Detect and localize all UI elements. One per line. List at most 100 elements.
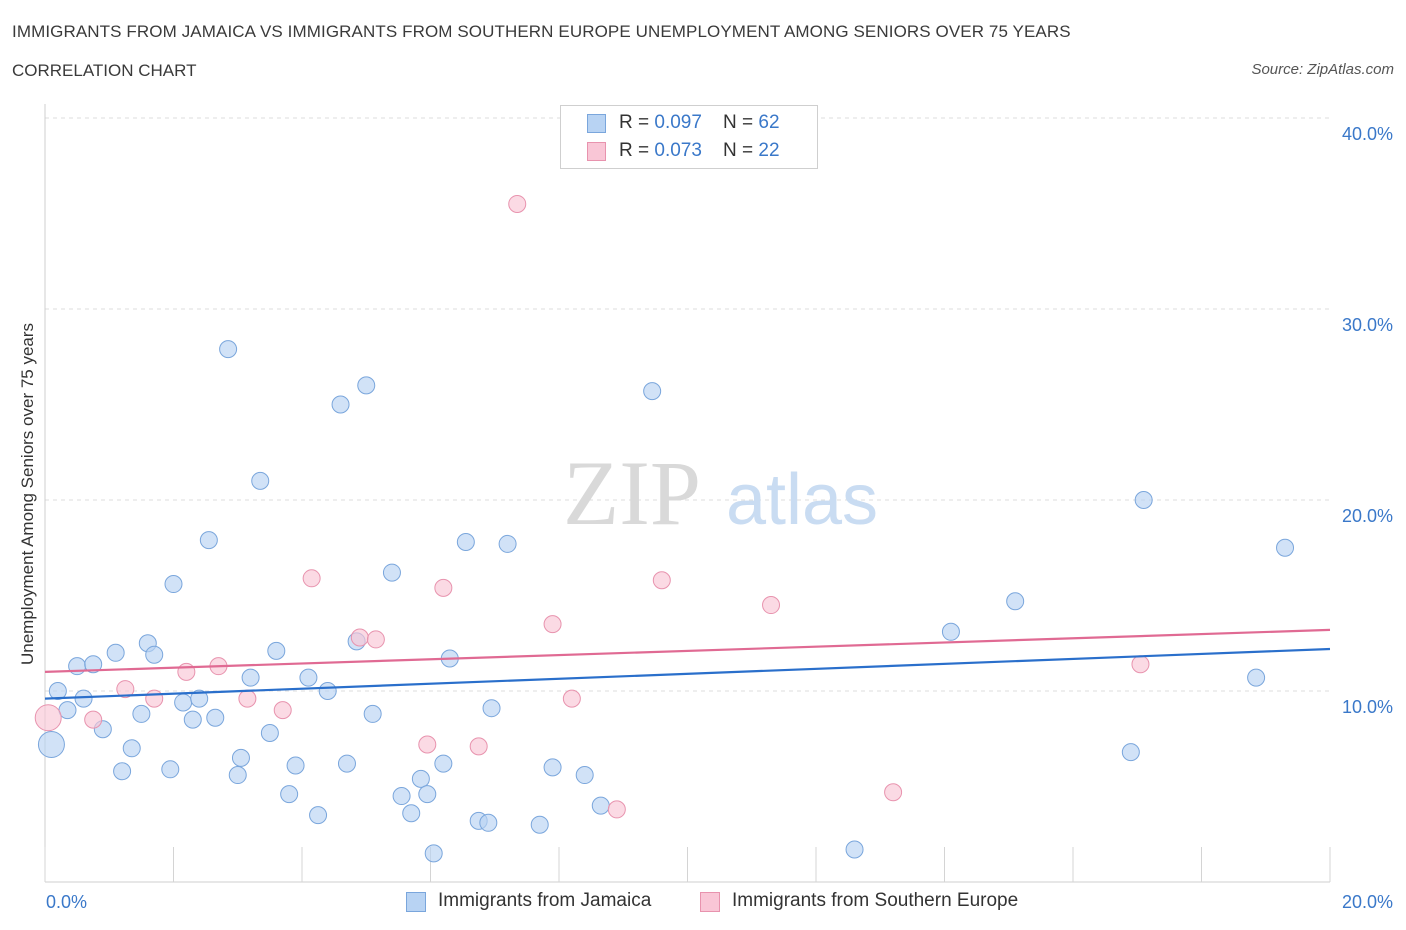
southern-europe-point-18 — [652, 571, 671, 590]
southern-europe-point-6 — [238, 689, 257, 708]
watermark-atlas: atlas — [726, 460, 878, 540]
southern-europe-point-3 — [145, 689, 164, 708]
jamaica-point-30 — [309, 806, 328, 825]
chart-title: IMMIGRANTS FROM JAMAICA VS IMMIGRANTS FR… — [12, 22, 1071, 41]
source-label: Source: ZipAtlas.com — [1251, 61, 1394, 78]
bottom-legend-swatch-southern-europe — [700, 892, 720, 912]
southern-europe-point-16 — [562, 689, 581, 708]
jamaica-point-35 — [357, 376, 376, 395]
jamaica-point-9 — [122, 739, 141, 758]
southern-europe-point-17 — [607, 800, 626, 819]
jamaica-point-51 — [543, 758, 562, 777]
legend-r-label: R = — [619, 140, 655, 161]
jamaica-point-55 — [845, 840, 864, 859]
southern-europe-point-21 — [1131, 655, 1150, 674]
jamaica-point-24 — [251, 471, 270, 490]
jamaica-point-23 — [241, 668, 260, 687]
legend-n-value-southern-europe: 22 — [758, 140, 780, 161]
southern-europe-point-19 — [762, 596, 781, 615]
bottom-legend-swatch-jamaica — [406, 892, 426, 912]
x-tick-label-max: 20.0% — [1342, 892, 1393, 912]
southern-europe-point-8 — [302, 569, 321, 588]
jamaica-point-53 — [591, 796, 610, 815]
chart-subtitle: CORRELATION CHART — [12, 61, 197, 80]
southern-europe-point-14 — [508, 194, 527, 213]
jamaica-point-20 — [219, 340, 238, 359]
jamaica-point-27 — [280, 785, 299, 804]
watermark-zip: ZIP — [563, 442, 701, 544]
jamaica-point-21 — [228, 766, 247, 785]
jamaica-point-41 — [418, 785, 437, 804]
bottom-legend-label-southern-europe: Immigrants from Southern Europe — [732, 890, 1019, 911]
southern-europe-point-1 — [84, 710, 103, 729]
jamaica-point-13 — [161, 760, 180, 779]
jamaica-point-58 — [1121, 743, 1140, 762]
southern-europe-point-4 — [177, 662, 196, 681]
jamaica-point-39 — [402, 804, 421, 823]
jamaica-point-29 — [299, 668, 318, 687]
southern-europe-point-2 — [116, 680, 135, 699]
trend-lines — [44, 628, 1331, 700]
jamaica-point-0 — [37, 730, 65, 758]
y-tick-label-30: 30.0% — [1342, 315, 1393, 335]
southern-europe-point-11 — [418, 735, 437, 754]
jamaica-point-28 — [286, 756, 305, 775]
southern-europe-point-0 — [34, 704, 62, 732]
y-tick-label-20: 20.0% — [1342, 506, 1393, 526]
jamaica-point-38 — [392, 787, 411, 806]
jamaica-point-32 — [331, 395, 350, 414]
southern-europe-trend-line — [44, 628, 1331, 673]
jamaica-point-19 — [206, 708, 225, 727]
jamaica-point-33 — [337, 754, 356, 773]
jamaica-point-1 — [48, 682, 67, 700]
jamaica-point-17 — [190, 689, 209, 708]
jamaica-point-50 — [530, 815, 549, 834]
jamaica-point-14 — [164, 575, 183, 594]
bottom-legend-label-jamaica: Immigrants from Jamaica — [438, 890, 652, 911]
x-tick-label-min: 0.0% — [46, 892, 87, 912]
jamaica-point-37 — [382, 563, 401, 582]
southern-europe-point-10 — [366, 630, 385, 649]
legend-n-label: N = — [723, 140, 759, 161]
jamaica-point-4 — [74, 689, 93, 708]
jamaica-point-59 — [1134, 491, 1153, 509]
jamaica-point-5 — [84, 655, 103, 674]
jamaica-point-16 — [183, 710, 202, 729]
legend-swatch-southern-europe — [587, 142, 606, 161]
jamaica-point-36 — [363, 704, 382, 723]
correlation-legend: R = 0.097 N = 62 R = 0.073 N = 22 — [560, 105, 818, 169]
series-jamaica-points — [37, 340, 1295, 863]
jamaica-point-12 — [145, 645, 164, 664]
legend-r-label: R = — [619, 112, 655, 133]
jamaica-point-18 — [199, 531, 218, 550]
jamaica-point-10 — [132, 704, 151, 723]
jamaica-point-43 — [434, 754, 453, 773]
jamaica-point-52 — [575, 766, 594, 785]
y-tick-label-40: 40.0% — [1342, 124, 1393, 144]
watermark: ZIP atlas — [563, 442, 878, 544]
y-axis-label: Unemployment Among Seniors over 75 years — [18, 323, 37, 665]
jamaica-point-56 — [941, 622, 960, 641]
southern-europe-point-20 — [884, 783, 903, 802]
jamaica-point-60 — [1247, 668, 1266, 687]
jamaica-point-48 — [482, 699, 501, 718]
y-tick-label-10: 10.0% — [1342, 697, 1393, 717]
jamaica-point-31 — [318, 682, 337, 700]
jamaica-point-26 — [267, 641, 286, 660]
jamaica-point-42 — [424, 844, 443, 863]
jamaica-point-61 — [1276, 538, 1295, 557]
southern-europe-point-12 — [434, 578, 453, 597]
jamaica-point-49 — [498, 534, 517, 553]
southern-europe-point-9 — [350, 628, 369, 647]
tick-labels: 10.0% 20.0% 30.0% 40.0% 0.0% 20.0% — [46, 124, 1393, 912]
southern-europe-point-7 — [273, 701, 292, 720]
legend-n-value-jamaica: 62 — [758, 112, 780, 133]
legend-swatch-jamaica — [587, 114, 606, 133]
gridlines — [45, 117, 1330, 692]
legend-r-value-southern-europe: 0.073 — [654, 140, 702, 161]
jamaica-point-25 — [260, 724, 279, 743]
jamaica-point-7 — [106, 643, 125, 662]
jamaica-point-45 — [456, 533, 475, 552]
jamaica-point-54 — [643, 382, 662, 401]
